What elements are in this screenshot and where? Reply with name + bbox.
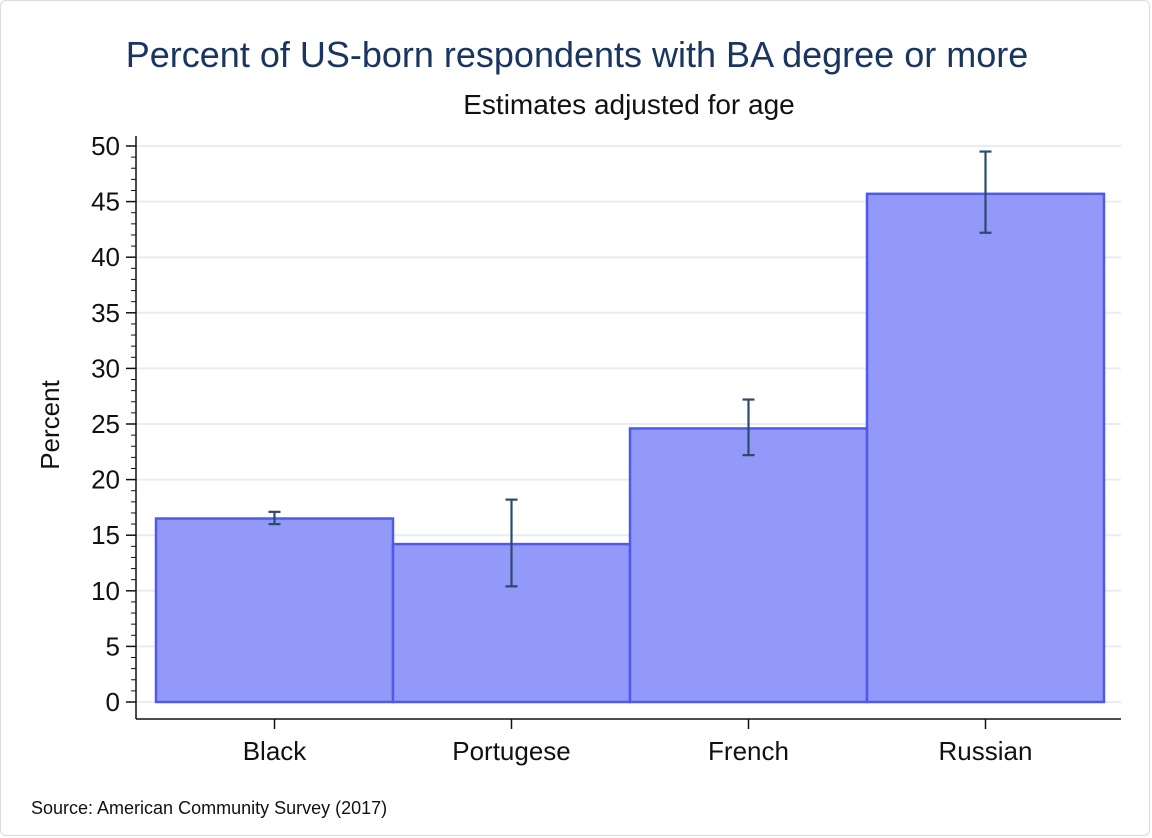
x-tick-label: Black [243, 736, 308, 766]
y-tick-label: 20 [91, 465, 120, 495]
y-tick-label: 35 [91, 298, 120, 328]
y-tick-label: 25 [91, 409, 120, 439]
chart-subtitle: Estimates adjusted for age [463, 89, 795, 120]
bars [154, 192, 1106, 704]
bar-french [628, 427, 869, 704]
x-tick-label: Russian [939, 736, 1033, 766]
x-tick-label: Portugese [452, 736, 571, 766]
bar-russian [865, 192, 1106, 704]
y-axis-label: Percent [35, 379, 65, 469]
chart-title: Percent of US-born respondents with BA d… [126, 34, 1028, 75]
x-tick-label: French [708, 736, 789, 766]
y-tick-label: 0 [106, 687, 120, 717]
y-tick-label: 50 [91, 131, 120, 161]
y-tick-label: 10 [91, 576, 120, 606]
y-tick-label: 5 [106, 631, 120, 661]
axes: 0 5 10 15 20 25 30 35 40 45 50 Black Portugese French… [91, 131, 1121, 766]
source-note: Source: American Community Survey (2017) [31, 798, 387, 818]
y-tick-label: 40 [91, 242, 120, 272]
bar-black [154, 517, 395, 704]
y-tick-label: 30 [91, 353, 120, 383]
y-tick-label: 45 [91, 187, 120, 217]
error-bars [268, 150, 992, 588]
y-tick-label: 15 [91, 520, 120, 550]
